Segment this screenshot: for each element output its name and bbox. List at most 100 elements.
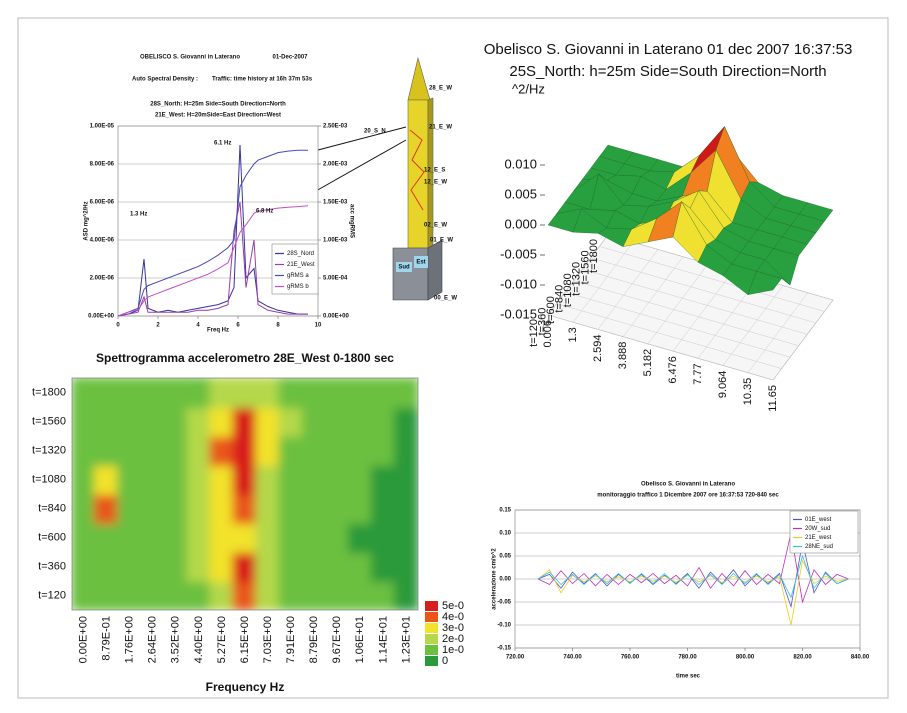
colorbar-label: 5e-0 [442,600,464,612]
heatmap-cell [163,378,189,408]
y-tick-label: t=360 [38,560,66,572]
colorbar-label: 0 [442,655,448,667]
floor-grid-line [565,291,791,358]
heatmap-cell [186,551,212,582]
heatmap-cell [163,522,189,553]
sensor-label: 21_E_W [429,125,452,131]
heatmap-cell [94,522,120,553]
x-axis-label: Frequency Hz [206,680,285,694]
heatmap-cell [324,378,350,408]
heatmap-cell [209,522,235,553]
legend-label: 28S_Nord [287,251,314,257]
heatmap-cells-blurred [72,378,418,610]
y-tick-label: t=840 [554,285,566,313]
heatmap-cell [72,378,97,408]
x-tick-label: 1.76E+00 [124,616,136,663]
y-tick-label: 0.05 [499,554,511,560]
y-tick-label: t=120 [38,589,66,601]
x-tick-label: 6 [236,323,240,329]
heatmap-cell [278,580,304,610]
x-tick-label: 6.15E+00 [239,616,251,663]
chart-title: OBELISCO S. Giovanni in Laterano [140,55,240,61]
heatmap-cell [232,406,258,437]
chart-title: Spettrogramma accelerometro 28E_West 0-1… [96,351,394,365]
heatmap-cell [278,435,304,466]
colorbar-swatch [425,645,438,655]
heatmap-cell [393,406,418,437]
heatmap-cell [117,378,143,408]
heatmap-cell [255,378,281,408]
series-line [537,554,849,599]
chart-subtitle: 25S_North: h=25m Side=South Direction=No… [509,63,826,80]
heatmap-cell [72,406,97,437]
y-tick-label: t=1800 [588,239,600,273]
heatmap-cell [186,435,212,466]
x-tick-label: 800.00 [736,655,755,661]
chart-description: 21E_West: H=20mSide=East Direction=West [155,113,281,119]
y2-tick-label: 2.50E-03 [323,124,348,130]
legend-label: gRMS b [287,284,309,290]
heatmap-cell [140,435,166,466]
floor-grid-line [747,292,809,373]
y-axis-label: ASD mg^2/Hz [84,201,90,240]
y2-axis-label: acc mgRMS [348,204,354,238]
heatmap-cell [186,378,212,408]
chart-title: Obelisco S. Giovanni in Laterano [641,482,735,488]
floor-grid-line [547,234,609,316]
floor-grid-line [647,263,709,345]
heatmap-cell [186,406,212,437]
y-tick-label: t=1080 [32,473,66,485]
heatmap-cell [278,406,304,437]
floor-grid-line [599,246,825,312]
x-tick-label: 780.00 [678,655,697,661]
heatmap-cell [72,522,97,553]
y-tick-label: t=1080 [562,273,574,307]
x-tick-label: 8 [276,323,280,329]
sensor-label: 28_E_W [429,86,452,92]
heatmap-cell [370,435,396,466]
x-tick-label: 4 [196,323,200,329]
heatmap-cell [324,493,350,524]
z-tick-label: 0.000 [504,216,537,231]
chart-date: 01-Dec-2007 [272,55,308,61]
heatmap-cell [370,464,396,495]
x-tick-label: 820.00 [793,655,812,661]
x-tick-label: 3.52E+00 [170,616,182,663]
x-tick-label: 2.64E+00 [147,616,159,663]
heatmap-cell [255,580,281,610]
heatmap-cell [232,551,258,582]
heatmap-cell [232,378,258,408]
z-axis-label: ^2/Hz [512,81,545,96]
heatmap-cell [209,580,235,610]
floor-grid-line [672,270,734,352]
heatmap-cell [370,551,396,582]
colorbar-label: 1e-0 [442,644,464,656]
y-tick-label: 8.00E-06 [90,162,115,168]
legend-label: 21E_West [287,262,315,268]
floor-grid-line [582,269,808,335]
heatmap-cell [255,464,281,495]
heatmap-cell [370,580,396,610]
heatmap-cell [163,493,189,524]
colorbar-swatch [425,612,438,622]
obelisk-base [392,247,429,301]
heatmap-cell [301,551,327,582]
face-box [414,256,428,268]
legend-label: 21E_west [805,535,832,541]
y-tick-label: 0.10 [499,531,511,537]
heatmap-cell [370,493,396,524]
x-tick-label: 11.65 [767,385,779,412]
heatmap-cell [301,522,327,553]
heatmap-cell [301,435,327,466]
heatmap-cell [347,464,373,495]
y2-tick-label: 5.00E-04 [323,276,348,282]
y-tick-label: -0.10 [497,623,511,629]
y-tick-label: t=1320 [32,444,66,456]
annotation: 6.8 Hz [256,209,273,215]
heatmap-cell [140,378,166,408]
colorbar-swatch [425,601,438,611]
heatmap-cell [186,493,212,524]
x-tick-label: 1.14E+01 [377,616,389,663]
sensor-label: 12_E_S [424,168,445,174]
heatmap-cell [186,522,212,553]
